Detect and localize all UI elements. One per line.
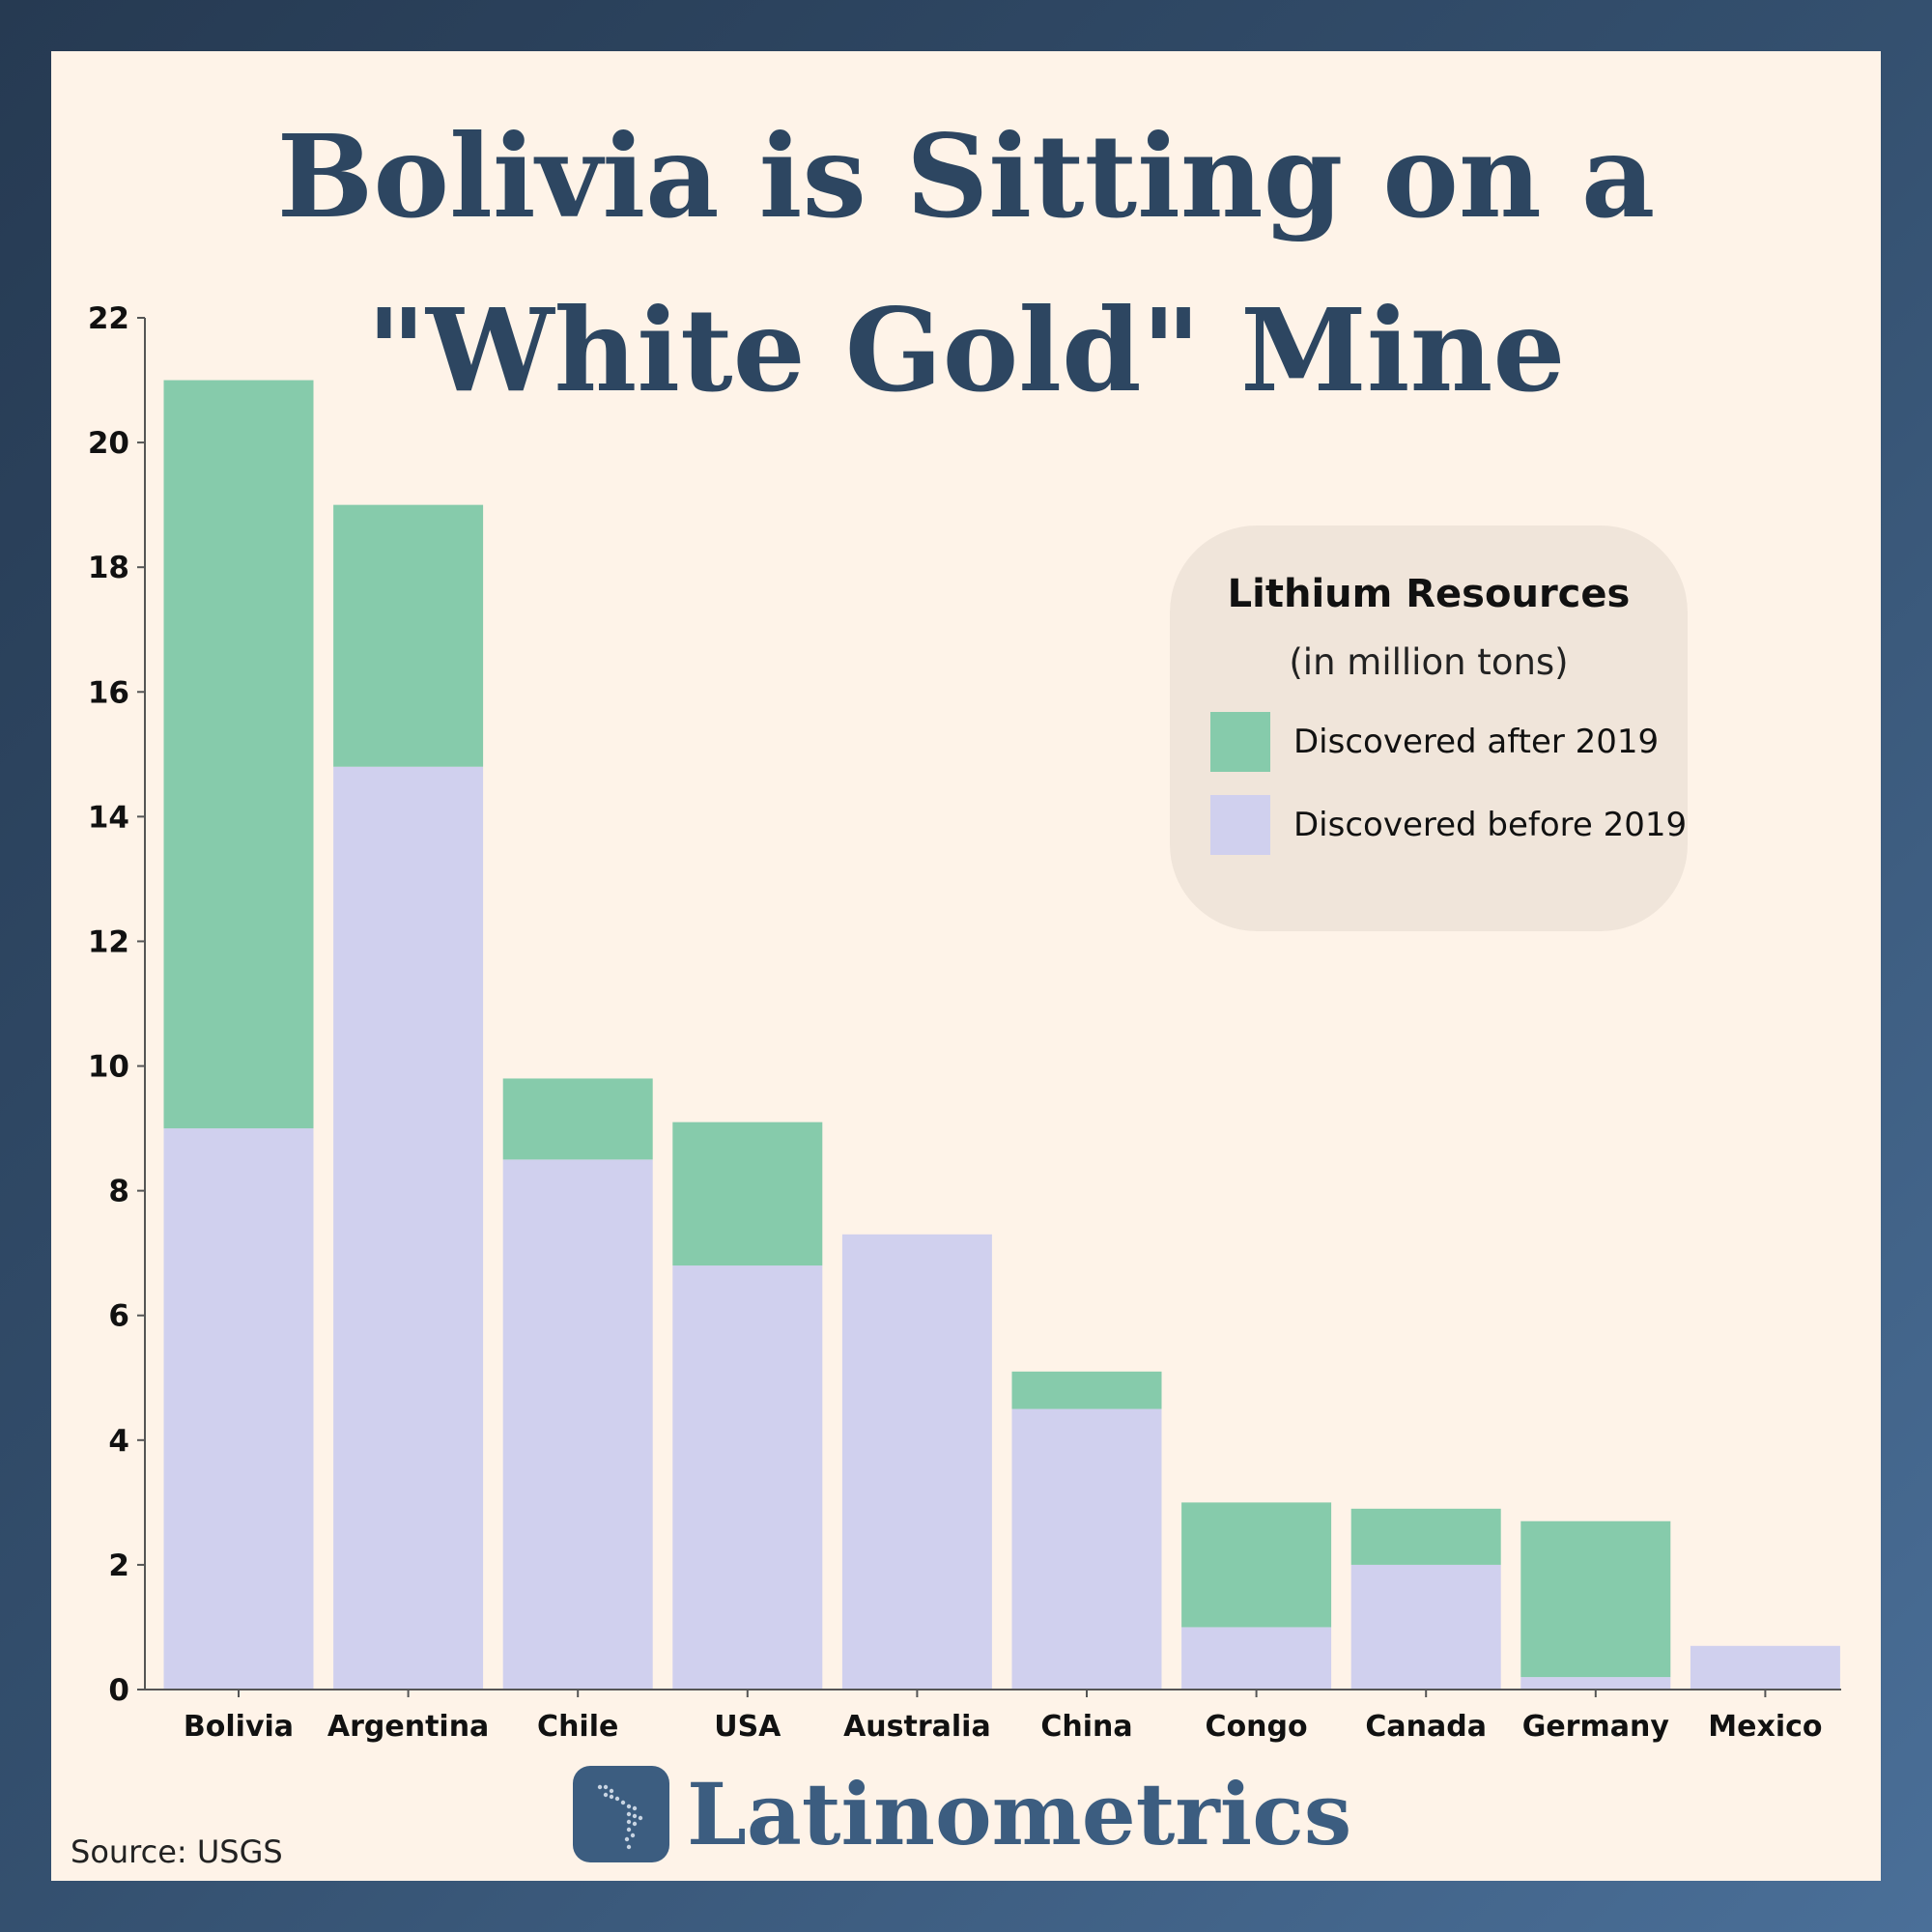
y-tick-label: 20	[88, 426, 129, 461]
bar-usa-after-2019	[672, 1122, 823, 1266]
brand-logo: Latinometrics	[573, 1761, 1351, 1867]
legend-item-after: Discovered after 2019	[1210, 712, 1659, 772]
y-tick-label: 10	[88, 1050, 129, 1085]
bar-germany-after-2019	[1520, 1520, 1671, 1678]
chart-title: Bolivia is Sitting on a "White Gold" Min…	[51, 90, 1881, 438]
y-tick-label: 8	[108, 1175, 129, 1209]
chart-panel: 0 2 4 6 8 10 12 14 16 18 20 22 Bolivia Argentina Chile…	[51, 51, 1881, 1881]
x-tick-label: Chile	[537, 1710, 618, 1744]
y-tick-label: 12	[88, 924, 129, 959]
y-tick-label: 0	[108, 1673, 129, 1708]
legend: Lithium Resources (in million tons) Disc…	[1170, 526, 1688, 931]
x-tick-label: Germany	[1522, 1710, 1670, 1744]
bar-chart: 0 2 4 6 8 10 12 14 16 18 20 22 Bolivia Argentina Chile…	[88, 301, 1841, 1744]
title-line-1: Bolivia is Sitting on a	[276, 109, 1656, 243]
bar-argentina-before-2019	[333, 766, 484, 1690]
x-tick-label: Canada	[1365, 1710, 1487, 1744]
y-tick-label: 18	[88, 551, 129, 585]
x-tick-label: Argentina	[327, 1710, 489, 1744]
x-tick-label: Bolivia	[184, 1710, 294, 1744]
y-tick-label: 16	[88, 675, 129, 710]
legend-label-after: Discovered after 2019	[1293, 723, 1660, 761]
bar-mexico-before-2019	[1690, 1645, 1840, 1690]
x-tick-label: Australia	[843, 1710, 991, 1744]
bar-canada-after-2019	[1350, 1508, 1501, 1565]
x-tick-label: Congo	[1206, 1710, 1308, 1744]
y-tick-label: 22	[88, 301, 129, 336]
x-tick-label: Mexico	[1708, 1710, 1822, 1744]
legend-swatch-before	[1210, 795, 1270, 855]
bar-congo-after-2019	[1181, 1502, 1332, 1628]
bar-bolivia-after-2019	[163, 380, 314, 1129]
legend-label-before: Discovered before 2019	[1293, 806, 1688, 844]
bar-chile-before-2019	[502, 1159, 653, 1690]
bar-argentina-after-2019	[333, 504, 484, 767]
legend-subtitle: (in million tons)	[1289, 641, 1569, 683]
bar-bolivia-before-2019	[163, 1128, 314, 1690]
title-line-2: "White Gold" Mine	[366, 283, 1566, 417]
legend-item-before: Discovered before 2019	[1210, 795, 1687, 855]
y-tick-label: 4	[108, 1424, 129, 1459]
y-tick-label: 14	[88, 800, 129, 835]
x-tick-label: USA	[714, 1710, 781, 1744]
legend-title: Lithium Resources	[1227, 572, 1631, 616]
bar-china-after-2019	[1011, 1371, 1162, 1409]
bar-australia-before-2019	[841, 1234, 992, 1690]
legend-swatch-after	[1210, 712, 1270, 772]
y-tick-label: 6	[108, 1299, 129, 1334]
brand-name: Latinometrics	[687, 1764, 1352, 1864]
bar-usa-before-2019	[672, 1265, 823, 1690]
bar-china-before-2019	[1011, 1408, 1162, 1690]
latam-map-icon	[573, 1766, 669, 1862]
source-note: Source: USGS	[71, 1833, 283, 1870]
x-tick-label: China	[1040, 1710, 1132, 1744]
bar-germany-before-2019	[1520, 1677, 1671, 1690]
bar-canada-before-2019	[1350, 1564, 1501, 1690]
bar-congo-before-2019	[1181, 1627, 1332, 1690]
bar-chile-after-2019	[502, 1078, 653, 1160]
y-tick-label: 2	[108, 1548, 129, 1583]
